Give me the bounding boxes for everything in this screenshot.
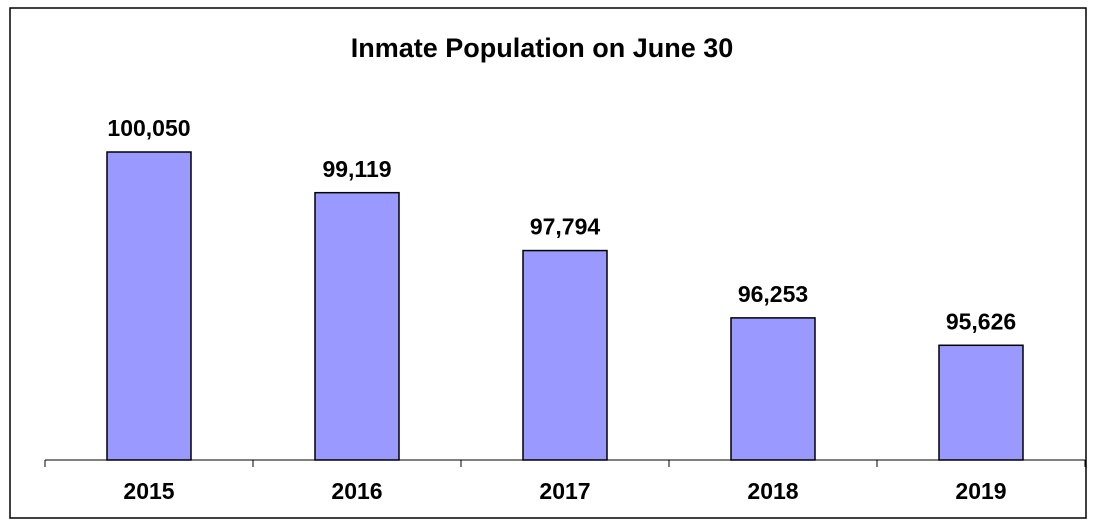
- bar: [522, 249, 608, 461]
- data-label: 99,119: [322, 156, 391, 182]
- chart-title: Inmate Population on June 30: [351, 33, 734, 63]
- data-label: 96,253: [738, 281, 808, 307]
- x-tick-label: 2017: [539, 478, 590, 504]
- x-tick-label: 2018: [747, 478, 798, 504]
- bar: [730, 317, 816, 461]
- x-tick-label: 2015: [123, 478, 174, 504]
- x-tick-label: 2016: [331, 478, 382, 504]
- bar: [938, 344, 1024, 461]
- bar: [314, 191, 400, 461]
- data-label: 100,050: [107, 115, 190, 141]
- x-tick-label: 2019: [955, 478, 1006, 504]
- bar: [106, 151, 192, 461]
- data-label: 95,626: [946, 308, 1016, 334]
- data-label: 97,794: [530, 214, 601, 240]
